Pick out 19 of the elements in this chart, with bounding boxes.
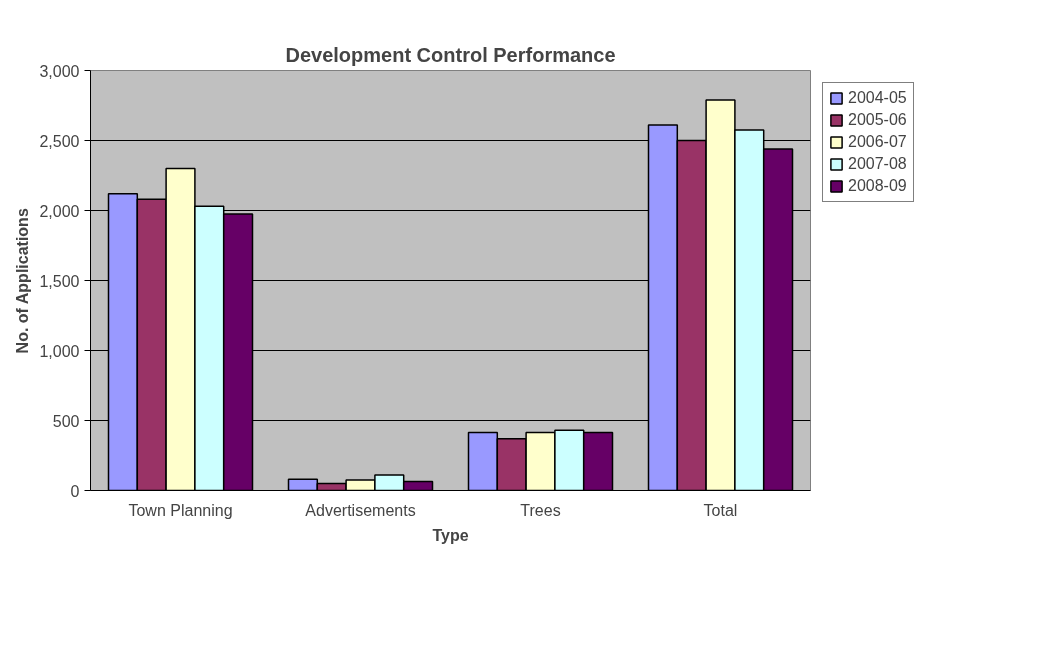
- legend-label: 2006-07: [848, 133, 907, 151]
- y-tick-label: 1,000: [39, 342, 80, 360]
- legend-label: 2008-09: [848, 177, 907, 195]
- x-tick-label: Trees: [520, 501, 561, 519]
- legend-label: 2005-06: [848, 111, 907, 129]
- x-tick-label: Town Planning: [128, 501, 233, 519]
- x-tick-label: Total: [703, 501, 738, 519]
- y-tick-label: 2,000: [39, 202, 80, 220]
- legend-label: 2004-05: [848, 89, 907, 107]
- y-axis-title: No. of Applications: [14, 208, 32, 354]
- x-tick-label: Advertisements: [305, 501, 416, 519]
- legend-label: 2007-08: [848, 155, 907, 173]
- chart-title: Development Control Performance: [285, 43, 616, 66]
- y-tick-label: 500: [52, 412, 80, 430]
- y-tick-label: 2,500: [39, 132, 80, 150]
- y-tick-label: 3,000: [39, 62, 80, 80]
- y-tick-label: 0: [70, 482, 80, 500]
- x-axis-title: Type: [432, 526, 469, 544]
- y-tick-label: 1,500: [39, 272, 80, 290]
